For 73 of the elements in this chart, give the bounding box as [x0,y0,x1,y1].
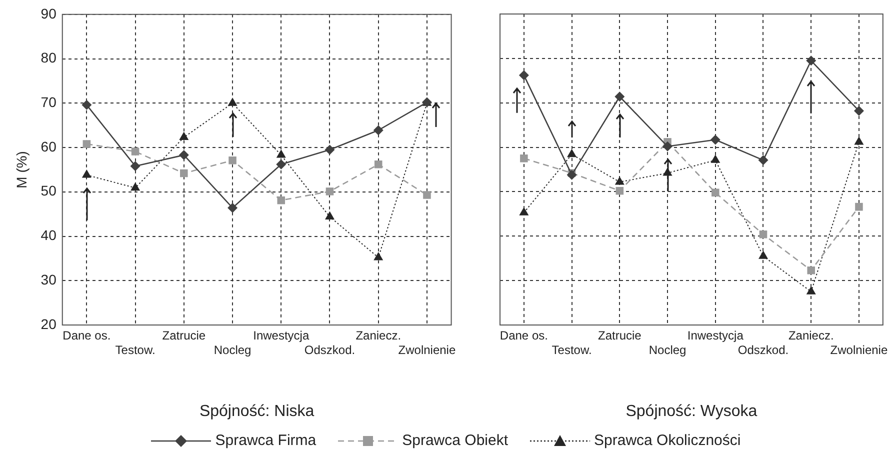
point [373,125,384,136]
point [710,154,720,163]
point [82,140,91,148]
point [855,202,863,211]
y-tick-label: 20 [40,316,57,332]
point [178,150,189,160]
y-axis-title: M (%) [13,151,30,188]
x-tick-label: Inwestycja [687,328,744,343]
point [277,196,286,204]
point [324,211,335,220]
point [179,132,189,140]
point [131,148,140,156]
point [130,161,140,172]
x-axis-title: Spójność: Wysoka [626,402,758,420]
point [662,141,673,152]
y-tick-label: 40 [40,227,57,244]
point [423,191,431,199]
y-tick-label: 70 [40,94,57,110]
y-tick-label: 90 [40,5,57,22]
x-tick-label: Zatrucie [598,328,642,343]
point [520,154,528,162]
x-tick-label: Testow. [115,342,156,357]
point [228,202,238,213]
x-tick-label: Zatrucie [162,328,206,343]
point [854,106,864,116]
x-tick-label: Nocleg [214,342,252,357]
legend-label: Sprawca Okoliczności [594,432,741,449]
point [567,148,577,158]
point [276,159,286,170]
legend-label: Sprawca Firma [215,432,316,449]
point [807,266,815,274]
x-tick-label: Testow. [552,342,592,357]
point [82,100,92,110]
y-tick-label: 60 [40,138,57,154]
x-tick-label: Zwolnienie [398,342,456,357]
point [710,134,720,145]
x-tick-label: Dane os. [62,328,111,343]
point [130,182,140,191]
point [854,136,864,145]
x-axis-title: Spójność: Niska [199,402,314,420]
x-tick-label: Nocleg [648,342,686,357]
point [806,286,816,294]
point [82,170,92,178]
point [758,155,768,166]
point [276,150,286,158]
point [228,98,238,106]
point [326,188,334,196]
point [566,170,577,180]
y-tick-label: 80 [40,50,57,66]
x-tick-label: Zwolnienie [830,342,888,357]
point [374,160,382,168]
y-tick-label: 30 [40,271,57,288]
point [324,144,335,155]
point [806,56,816,66]
point [228,156,236,164]
x-tick-label: Dane os. [500,328,548,343]
legend-label: Sprawca Obiekt [402,432,508,449]
point [616,186,624,195]
point [518,70,529,80]
point [759,230,768,238]
y-tick-label: 50 [40,182,57,199]
x-tick-label: Zaniecz. [788,328,834,343]
point [519,207,529,216]
x-tick-label: Inwestycja [253,328,310,343]
point [180,169,188,178]
point [374,252,384,260]
x-tick-label: Odszkod. [738,342,789,357]
point [758,250,768,259]
x-tick-label: Odszkod. [304,342,356,357]
point [614,92,625,102]
point [711,188,720,196]
x-tick-label: Zaniecz. [356,328,402,343]
point [614,176,624,185]
